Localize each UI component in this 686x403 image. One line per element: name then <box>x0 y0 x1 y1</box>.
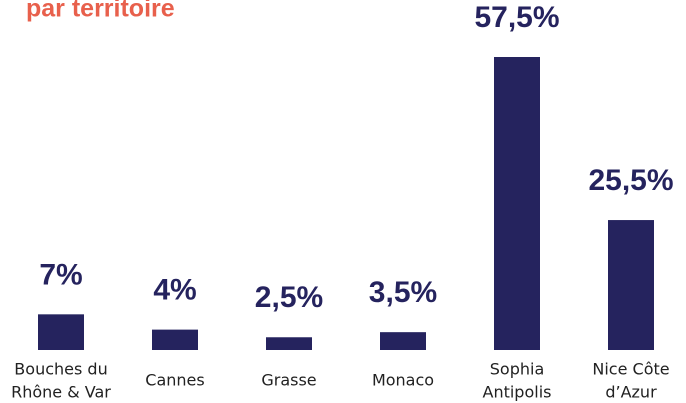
value-label: 7% <box>39 258 82 291</box>
x-tick-label: d’Azur <box>605 383 657 402</box>
bar <box>608 220 654 350</box>
x-tick-label: Bouches du <box>14 360 107 379</box>
chart-title: par territoire <box>26 0 175 23</box>
x-tick-label: Rhône & Var <box>11 383 111 402</box>
bar <box>152 329 198 350</box>
value-label: 3,5% <box>369 276 437 309</box>
bar <box>494 57 540 350</box>
bar <box>380 332 426 350</box>
x-tick-label: Grasse <box>261 371 316 390</box>
bar <box>266 337 312 350</box>
x-tick-label: Antipolis <box>483 383 552 402</box>
x-tick-label: Nice Côte <box>592 360 669 379</box>
value-label: 57,5% <box>474 1 559 34</box>
bar <box>38 314 84 350</box>
value-label: 2,5% <box>255 281 323 314</box>
x-tick-label: Cannes <box>145 371 204 390</box>
x-tick-label: Monaco <box>372 371 434 390</box>
value-label: 25,5% <box>588 164 673 197</box>
x-tick-label: Sophia <box>490 360 545 379</box>
value-label: 4% <box>153 274 196 307</box>
